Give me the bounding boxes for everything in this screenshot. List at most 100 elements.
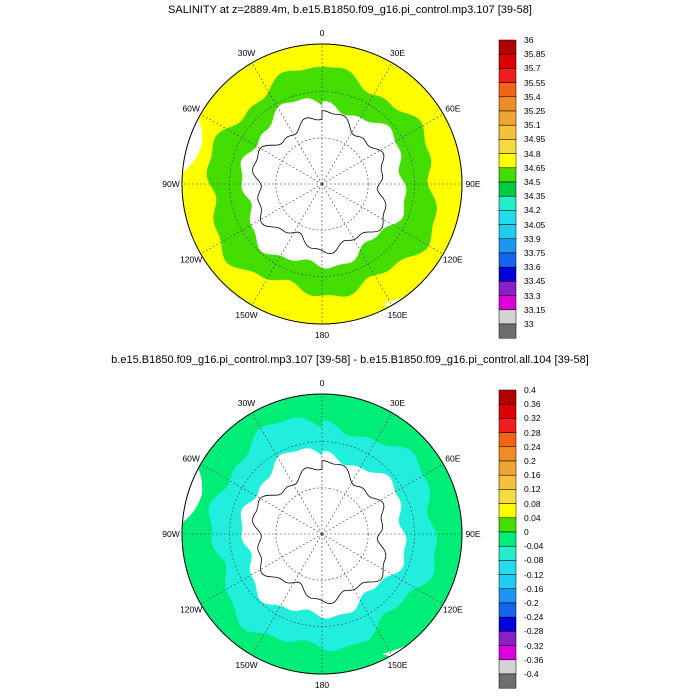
colorbar-swatch [498,153,517,169]
colorbar-swatch [498,238,517,254]
polar-stereo-map: 0 30E 60E 90E 120E 150E 180 150W 120W 90W 60W 30W [162,378,481,690]
longitude-line [200,463,323,535]
colorbar-swatch [498,531,517,547]
colorbar-label: 0.12 [524,484,541,495]
longitude-line [200,113,323,185]
colorbar-swatch [498,181,517,197]
colorbar-label: -0.32 [524,640,544,651]
colorbar-swatch [498,295,517,311]
difference-map-panel: b.e15.B1850.f09_g16.pi_control.mp3.107 [… [0,350,700,700]
colorbar-label: 33.15 [524,304,546,315]
longitude-label: 60E [445,104,460,114]
colorbar-label: 33.3 [524,290,541,301]
longitude-label: 180 [315,680,329,690]
colorbar-label: -0.12 [524,569,544,580]
latitude-circle [275,487,369,581]
colorbar-swatches [498,389,517,689]
colorbar-swatch [498,195,517,211]
longitude-line [321,463,444,535]
colorbar-label: 0.24 [524,441,541,452]
colorbar-label: 34.95 [524,134,546,145]
colorbar-label: 35.7 [524,63,541,74]
colorbar-label: -0.2 [524,598,539,608]
colorbar-label: 34.35 [524,191,546,202]
colorbar-swatch [498,460,517,476]
panel-title: b.e15.B1850.f09_g16.pi_control.mp3.107 [… [111,354,589,366]
colorbar-swatch [498,432,517,448]
longitude-line [200,533,323,605]
colorbar-swatch [498,503,517,519]
colorbar-label: -0.36 [524,654,544,665]
longitude-line [321,113,444,185]
colorbar-label: 35.1 [524,120,541,131]
colorbar-swatch [498,224,517,240]
colorbar-label: 0.36 [524,399,541,410]
colorbar-label: 34.5 [524,177,541,187]
latitude-circle [275,137,369,231]
longitude-label: 180 [315,330,329,340]
longitude-line [321,412,393,535]
colorbar-label: 34.65 [524,162,546,173]
longitude-label: 60E [445,454,460,464]
colorbar-swatch [498,281,517,296]
colorbar-label: 33.45 [524,276,546,287]
colorbar-swatch [498,252,517,268]
longitude-label: 150E [388,310,408,320]
longitude-label: 0 [320,28,325,38]
colorbar-swatch [498,616,517,632]
longitude-label: 0 [320,378,325,388]
colorbar-label: 34.8 [524,148,541,159]
colorbar-swatch [498,560,517,575]
longitude-label: 30W [238,398,255,408]
colorbar-label: -0.16 [524,583,544,594]
map-boundary [181,43,463,325]
longitude-line [321,183,393,306]
colorbar-label: 34.2 [524,205,541,216]
colorbar-label: 0.32 [524,413,541,424]
longitude-line [251,533,323,656]
colorbar-swatch [498,631,517,646]
colorbar-swatch [498,210,517,225]
longitude-label: 90E [465,529,480,539]
longitude-label: 60W [182,104,199,114]
colorbar-label: 33.9 [524,233,541,244]
colorbar-swatch [498,68,517,83]
longitude-label: 150E [388,660,408,670]
colorbar-swatch [498,403,517,419]
longitude-line [321,533,444,605]
longitude-label: 150W [235,310,257,320]
antarctica-outline [252,460,387,605]
colorbar-label: 0.4 [524,385,536,395]
colorbar-swatch [498,309,517,325]
longitude-line [200,183,323,255]
longitude-line [251,183,323,306]
colorbar-label: 0.2 [524,456,536,466]
colorbar-swatch [498,517,517,533]
colorbar-swatch [498,545,517,561]
colorbar-label: -0.28 [524,626,544,637]
colorbar-swatch [498,389,517,405]
longitude-label: 30E [390,48,405,58]
colorbar-swatch [498,659,517,675]
colorbar-label: 36 [524,35,534,45]
colorbar-label: 33.6 [524,262,541,273]
colorbar-label: 33 [524,319,534,329]
colorbar-label: 0.08 [524,498,541,509]
longitude-label: 120W [180,605,202,615]
colorbar-label: 0.28 [524,427,541,438]
colorbar-label: 33.75 [524,248,546,258]
longitude-label: 30W [238,48,255,58]
colorbar-swatch [498,167,517,183]
colorbar-swatch [498,602,517,618]
colorbar-label: -0.04 [524,541,544,552]
colorbar-swatch [498,673,517,689]
panel-title: SALINITY at z=2889.4m, b.e15.B1850.f09_g… [168,4,532,16]
colorbar-label: 35.4 [524,91,541,102]
colorbar-swatches [498,39,517,339]
colorbar-swatch [498,82,517,98]
longitude-line [321,62,393,185]
colorbar-swatch [498,574,517,590]
longitude-label: 90W [162,529,179,539]
colorbar-label: 35.55 [524,77,546,88]
colorbar-swatch [498,53,517,69]
